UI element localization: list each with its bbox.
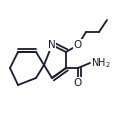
Text: N: N <box>48 40 56 50</box>
Text: O: O <box>74 40 82 50</box>
Text: NH$_2$: NH$_2$ <box>91 56 111 70</box>
Text: O: O <box>74 78 82 88</box>
